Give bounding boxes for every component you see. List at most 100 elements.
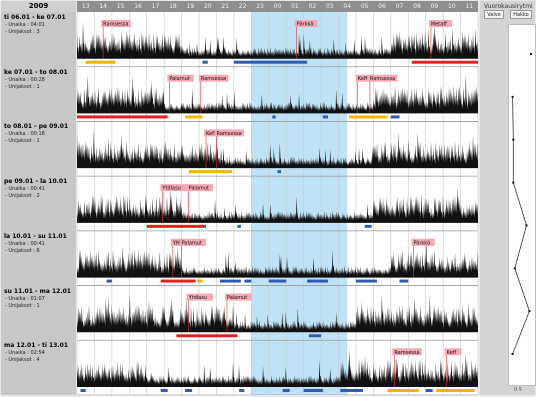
awake-stat: - Unaika : 00:41 (5, 240, 45, 247)
activity-trace (77, 186, 478, 223)
event-label-box (392, 348, 422, 356)
awake-stat-value: 04:01 (30, 22, 45, 28)
hour-label: 20 (203, 3, 212, 10)
event-label-box (367, 74, 398, 82)
event-label-box (186, 184, 213, 192)
wakeups-stat-value: 3 (36, 29, 40, 35)
hour-label: 05 (360, 3, 369, 10)
awake-stat-label: Unaika (8, 131, 26, 138)
day-range-title[interactable]: ti 06.01 - ke 07.01 (4, 14, 66, 21)
event-label: Palamut (169, 76, 189, 82)
event-label-box (294, 20, 318, 27)
night-highlight (251, 12, 348, 395)
period-bar (272, 115, 276, 119)
period-bar (233, 60, 308, 64)
day-range-title[interactable]: ma 12.01 - ti 13.01 (4, 342, 69, 350)
hour-label: 23 (256, 3, 264, 10)
period-bar (146, 224, 207, 228)
event-label: Pärkkä (413, 240, 430, 246)
event-label: Ytdlasu (188, 295, 207, 301)
hour-label: 16 (134, 3, 142, 10)
event-label-box (411, 238, 435, 246)
hour-label: 03 (325, 3, 334, 10)
hour-label: 10 (448, 3, 456, 10)
wakeups-stat: - Unijaksot : 4 (5, 357, 40, 364)
day-info-block: su 11.01 - ma 12.01- Unaika : 01:07- Uni… (1, 288, 76, 310)
day-range-title[interactable]: la 10.01 - su 11.01 (4, 232, 67, 240)
hour-label: 08 (413, 3, 421, 10)
period-bar (268, 279, 287, 283)
awake-stat: - Unaika : 04:01 (5, 22, 45, 28)
awake-stat-label: Unaika (8, 295, 26, 302)
period-bar (185, 389, 193, 392)
day-info-block: ti 06.01 - ke 07.01- Unaika : 04:01- Uni… (1, 14, 76, 36)
awake-stat-value: 00:41 (30, 186, 45, 193)
hakko-button[interactable]: Hakko (510, 10, 532, 19)
wakeups-stat-value: 1 (36, 302, 40, 309)
hour-label: 21 (221, 3, 230, 10)
period-bar (176, 334, 238, 338)
wakeups-stat: - Unijaksot : 1 (5, 138, 40, 145)
awake-stat-label: Unaika (8, 76, 26, 83)
period-bar (185, 115, 203, 119)
period-bar (239, 389, 245, 392)
activity-trace (77, 129, 478, 169)
event-label-box (214, 129, 245, 137)
period-bar (390, 115, 400, 119)
period-bar (188, 170, 233, 174)
event-label: Keff (358, 76, 368, 82)
period-bar (425, 389, 433, 392)
awake-stat-value: 00:18 (30, 131, 45, 138)
event-label-box (198, 74, 229, 82)
wakeups-stat-value: 6 (36, 247, 40, 254)
day-info-block: to 08.01 - pe 09.01- Unaika : 00:18- Uni… (1, 123, 76, 145)
day-range-title[interactable]: su 11.01 - ma 12.01 (4, 287, 71, 295)
hour-label: 15 (116, 3, 125, 10)
hour-label: 13 (81, 3, 90, 10)
period-bar (308, 334, 322, 338)
event-label-box (224, 293, 252, 301)
wakeups-stat-label: Unijaksot (8, 302, 32, 309)
awake-stat-value: 01:07 (30, 295, 45, 302)
day-range-title[interactable]: to 08.01 - pe 09.01 (4, 123, 69, 131)
period-bar (202, 60, 208, 64)
period-bar (77, 115, 168, 119)
rhythm-track[interactable] (508, 24, 536, 386)
day-range-title[interactable]: pe 09.01 - la 10.01 (4, 178, 68, 186)
wakeups-stat: - Unijaksot : 1 (5, 83, 40, 90)
awake-stat: - Unaika : 01:07 (5, 295, 45, 302)
day-range-title[interactable]: ke 07.01 - to 08.01 (4, 68, 68, 76)
day-info-block: pe 09.01 - la 10.01- Unaika : 00:41- Uni… (1, 178, 76, 200)
period-bar (399, 279, 409, 283)
period-bar (307, 279, 329, 283)
event-label: YM (172, 240, 180, 246)
wakeups-stat-value: 1 (36, 83, 40, 90)
wakeups-stat-label: Unijaksot (8, 247, 32, 254)
event-label: Keff (206, 131, 216, 137)
valvo-button[interactable]: Valvo (484, 10, 504, 19)
hour-label: 17 (151, 3, 160, 10)
event-label: Palamut (182, 240, 202, 246)
scale-label: 0.5 (514, 387, 522, 393)
awake-stat-label: Unaika (8, 186, 26, 193)
period-bar (160, 279, 196, 283)
event-label: Ramsessa (394, 350, 419, 356)
awake-stat-label: Unaika (8, 22, 26, 28)
event-label: Ramsessa (216, 131, 241, 137)
period-bar (411, 60, 478, 64)
period-bar (436, 389, 475, 392)
wakeups-stat: - Unijaksot : 1 (5, 302, 40, 309)
awake-stat: - Unaika : 00:18 (5, 131, 45, 138)
period-bar (106, 279, 112, 283)
awake-stat: - Unaika : 00:28 (5, 76, 45, 83)
event-label: Keff (447, 350, 457, 356)
period-bar (219, 279, 241, 283)
event-label: Pärkkä (297, 22, 314, 28)
event-label: Ytdlasu (161, 186, 180, 192)
event-label-box (101, 20, 131, 27)
hour-label: 22 (238, 3, 247, 10)
event-label: Ramsessa (370, 76, 395, 82)
period-bar (197, 279, 203, 283)
